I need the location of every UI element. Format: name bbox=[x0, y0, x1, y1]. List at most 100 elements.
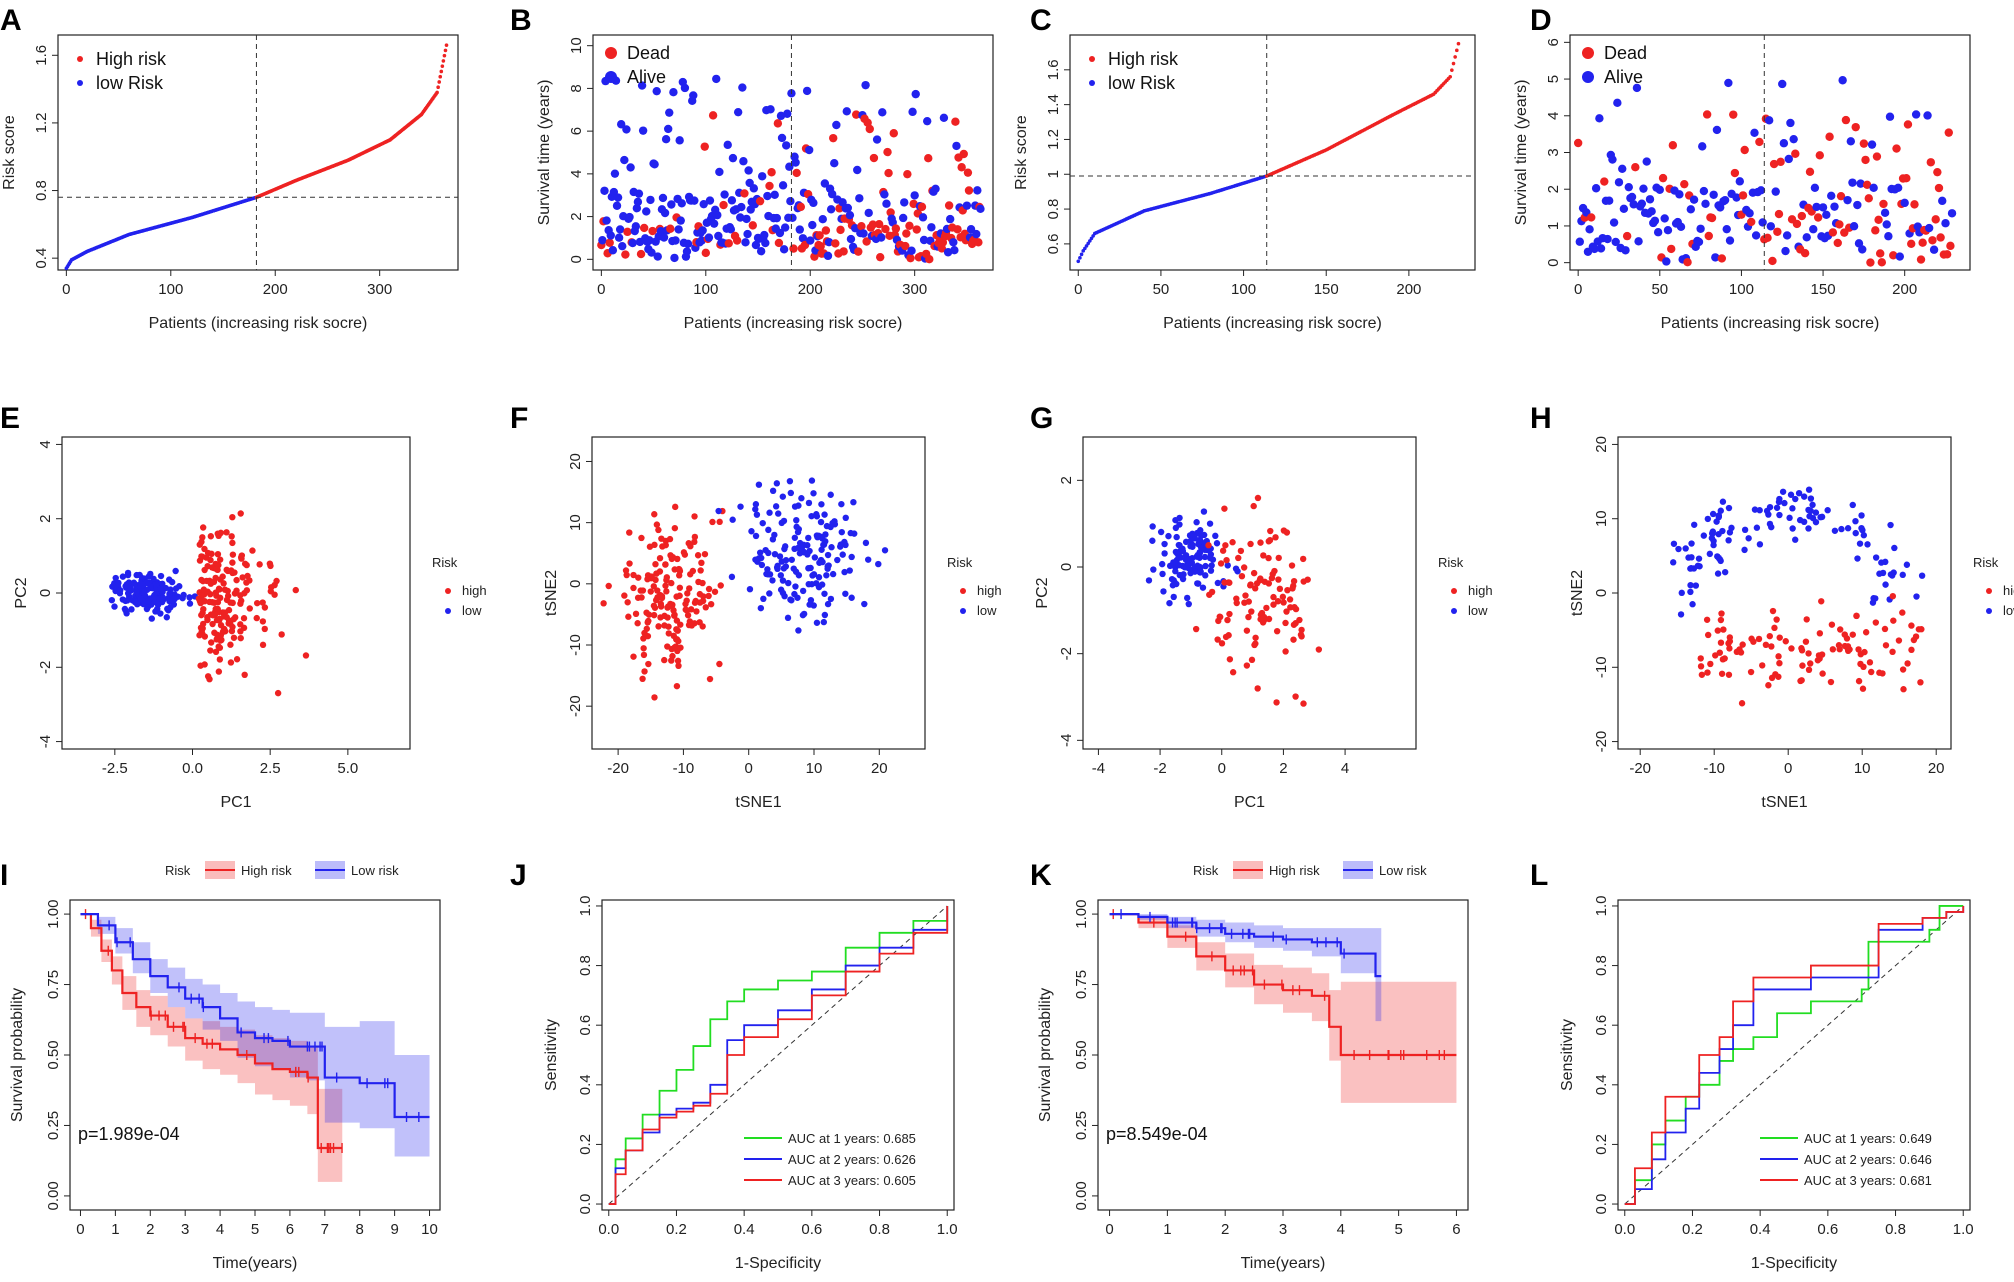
low-risk-point bbox=[1805, 525, 1812, 532]
roc-curve bbox=[1624, 905, 1965, 1205]
high-risk-point bbox=[1707, 660, 1714, 668]
x-axis-label: 1-Specificity bbox=[735, 1255, 821, 1272]
high-risk-point bbox=[705, 592, 712, 600]
high-risk-point bbox=[1704, 669, 1711, 676]
x-tick-label: 1 bbox=[1163, 1221, 1171, 1238]
y-tick-label: -20 bbox=[567, 695, 584, 717]
low-risk-point bbox=[1173, 533, 1180, 541]
alive-point bbox=[1619, 204, 1629, 214]
low-risk-point bbox=[1721, 568, 1729, 576]
high-risk-point bbox=[651, 511, 658, 518]
y-tick-label: 6 bbox=[568, 127, 585, 135]
alive-point bbox=[1786, 118, 1795, 128]
alive-point bbox=[733, 107, 743, 117]
legend-label-alive: Alive bbox=[627, 67, 666, 87]
high-risk-point bbox=[1720, 626, 1727, 633]
dead-point bbox=[831, 239, 840, 248]
low-risk-point bbox=[766, 509, 773, 516]
alive-point bbox=[653, 252, 662, 261]
y-tick-label: 0.8 bbox=[33, 180, 50, 201]
low-risk-point bbox=[791, 545, 798, 553]
x-tick-label: -10 bbox=[673, 760, 695, 777]
alive-point bbox=[1686, 205, 1696, 214]
high-risk-point bbox=[650, 602, 658, 609]
alive-point bbox=[1675, 190, 1684, 199]
high-risk-point bbox=[655, 526, 662, 534]
risk-point bbox=[1078, 256, 1082, 260]
y-tick-label: 2 bbox=[1058, 476, 1075, 484]
low-risk-point bbox=[1670, 559, 1677, 566]
y-tick-label: 0.2 bbox=[577, 1134, 594, 1155]
high-risk-point bbox=[665, 623, 672, 630]
alive-point bbox=[826, 205, 836, 214]
dead-point bbox=[1658, 173, 1668, 183]
low-risk-point bbox=[1170, 593, 1177, 601]
legend-marker-low bbox=[960, 608, 966, 614]
low-risk-point bbox=[784, 614, 792, 622]
alive-point bbox=[1846, 137, 1856, 146]
low-risk-point bbox=[1172, 548, 1180, 556]
alive-point bbox=[1751, 231, 1761, 240]
high-risk-point bbox=[1889, 648, 1896, 656]
x-tick-label: 0 bbox=[76, 1221, 84, 1238]
legend-marker-alive bbox=[1582, 71, 1594, 83]
alive-point bbox=[918, 213, 928, 222]
low-risk-point bbox=[1196, 554, 1203, 561]
alive-point bbox=[1603, 234, 1612, 244]
low-risk-point bbox=[117, 587, 124, 594]
y-tick-label: 0.8 bbox=[577, 955, 594, 976]
low-risk-point bbox=[800, 541, 807, 548]
alive-point bbox=[775, 228, 785, 238]
dead-point bbox=[1862, 180, 1872, 190]
low-risk-point bbox=[1716, 556, 1724, 563]
low-risk-point bbox=[820, 618, 828, 626]
alive-point bbox=[778, 181, 788, 190]
high-risk-point bbox=[1221, 505, 1228, 512]
x-tick-label: 0 bbox=[1105, 1221, 1113, 1238]
y-tick-label: 0.6 bbox=[577, 1015, 594, 1036]
high-risk-point bbox=[673, 682, 681, 690]
alive-point bbox=[647, 248, 656, 257]
low-risk-point bbox=[1792, 495, 1799, 503]
panel-label-e: E bbox=[0, 402, 20, 435]
low-risk-point bbox=[807, 596, 815, 604]
low-risk-point bbox=[782, 543, 789, 550]
low-risk-point bbox=[115, 579, 122, 587]
x-tick-label: 200 bbox=[798, 281, 823, 298]
high-risk-point bbox=[1315, 646, 1323, 653]
alive-point bbox=[1712, 125, 1722, 135]
low-risk-point bbox=[809, 572, 816, 579]
dead-point bbox=[851, 110, 861, 119]
high-risk-point bbox=[302, 652, 310, 659]
legend-marker-high bbox=[1089, 56, 1095, 62]
low-risk-point bbox=[1817, 514, 1824, 521]
low-risk-point bbox=[1694, 562, 1702, 570]
high-risk-point bbox=[1698, 671, 1706, 678]
alive-point bbox=[843, 203, 853, 213]
x-tick-label: -4 bbox=[1092, 760, 1105, 777]
high-risk-point bbox=[267, 588, 274, 595]
high-risk-point bbox=[706, 675, 714, 683]
alive-point bbox=[1750, 128, 1759, 137]
y-tick-label: 0 bbox=[1545, 258, 1562, 266]
dead-point bbox=[1871, 226, 1880, 235]
low-risk-point bbox=[1172, 516, 1179, 524]
panel-label-a: A bbox=[0, 4, 22, 37]
low-risk-point bbox=[1856, 540, 1864, 547]
x-tick-label: -10 bbox=[1703, 760, 1725, 777]
y-axis-label: PC2 bbox=[13, 577, 30, 608]
high-risk-point bbox=[199, 609, 206, 617]
low-risk-point bbox=[772, 503, 780, 510]
y-axis-label: Survival time (years) bbox=[536, 80, 553, 226]
low-risk-point bbox=[168, 596, 176, 604]
low-risk-point bbox=[752, 556, 759, 563]
low-risk-point bbox=[819, 558, 826, 566]
low-risk-point bbox=[793, 516, 800, 524]
alive-point bbox=[1882, 220, 1891, 229]
x-tick-label: 7 bbox=[321, 1221, 329, 1238]
low-risk-point bbox=[131, 598, 139, 606]
high-risk-point bbox=[211, 629, 218, 636]
legend-label: AUC at 1 years: 0.649 bbox=[1804, 1131, 1932, 1146]
high-risk-point bbox=[267, 562, 274, 570]
low-risk-point bbox=[1149, 537, 1156, 544]
